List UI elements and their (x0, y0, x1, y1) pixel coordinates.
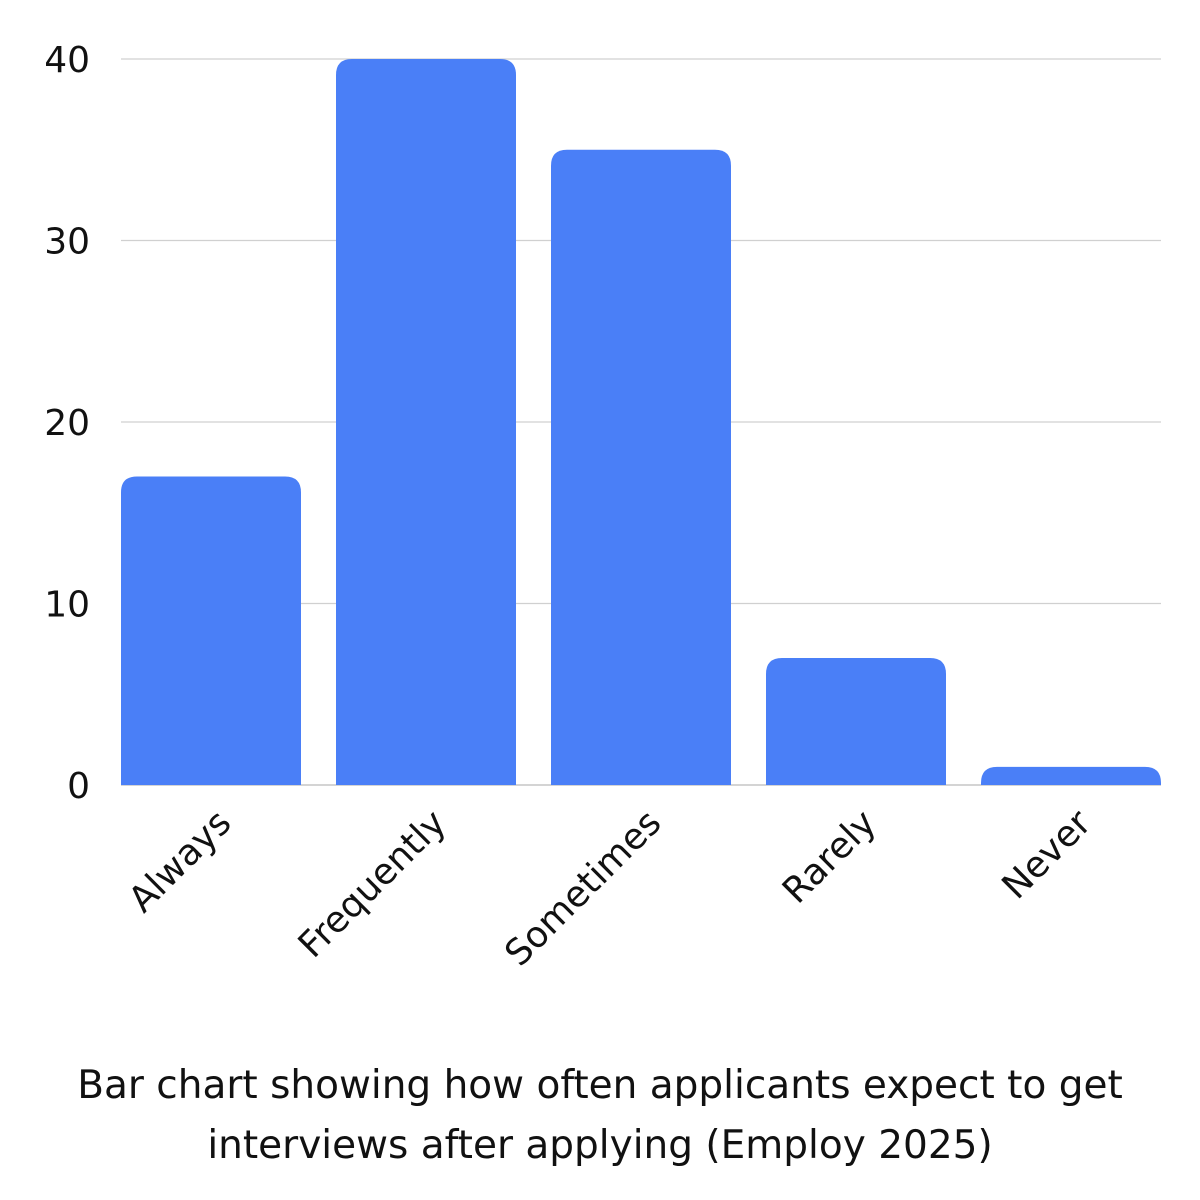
x-tick-label: Never (994, 802, 1099, 907)
y-tick-label: 30 (44, 222, 90, 263)
y-tick-label: 20 (44, 403, 90, 444)
bar-always (121, 476, 301, 785)
x-tick-label: Rarely (775, 802, 884, 911)
y-tick-label: 10 (44, 585, 90, 626)
y-tick-label: 0 (67, 766, 90, 807)
bar-chart: 0 10 20 30 40 Always Frequently Sometimes Rarely… (44, 40, 1161, 974)
chart-caption: Bar chart showing how often applicants e… (77, 1063, 1123, 1168)
bar-frequently (336, 59, 516, 785)
x-tick-label: Frequently (291, 802, 455, 966)
bar-never (981, 766, 1161, 785)
bar-rarely (766, 657, 946, 785)
x-tick-label: Sometimes (497, 802, 669, 974)
bar-sometimes (551, 149, 731, 785)
y-tick-label: 40 (44, 40, 90, 81)
x-tick-label: Always (121, 802, 239, 920)
